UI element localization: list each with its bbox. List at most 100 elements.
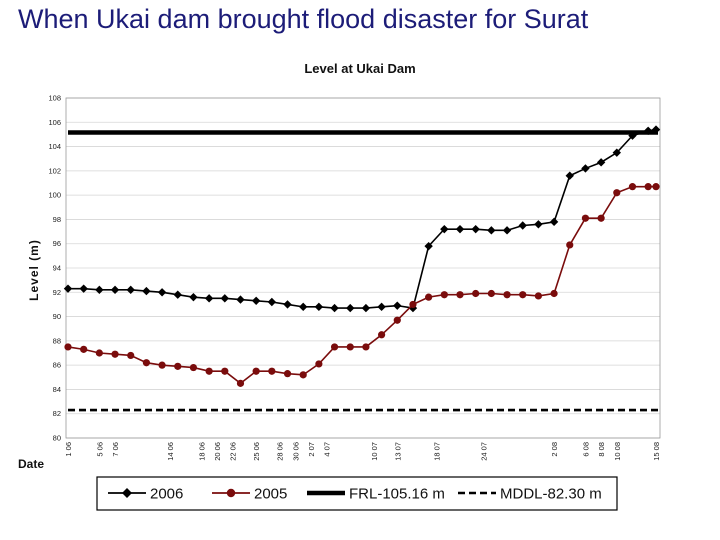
- y-tick-label: 84: [53, 385, 61, 394]
- data-point: [628, 131, 637, 140]
- legend-item: 2005: [212, 486, 287, 503]
- data-point: [95, 349, 103, 357]
- gridlines: [66, 97, 660, 439]
- data-point: [111, 350, 119, 358]
- data-point: [127, 351, 135, 360]
- series-line: [68, 128, 657, 309]
- data-point: [142, 286, 151, 296]
- data-point: [596, 158, 606, 167]
- x-tick-label: 22 06: [229, 442, 238, 461]
- x-tick-label: 1 06: [64, 442, 73, 457]
- data-point: [597, 214, 605, 222]
- y-axis-label: Level (m): [27, 239, 41, 301]
- data-point: [174, 362, 182, 370]
- y-tick-label: 94: [53, 264, 61, 273]
- data-point: [502, 226, 512, 235]
- y-tick-label: 106: [48, 118, 61, 127]
- legend-label: FRL-105.16 m: [349, 486, 445, 503]
- y-tick-label: 100: [48, 191, 61, 200]
- legend-item: 2006: [108, 486, 183, 503]
- legend-item: MDDL-82.30 m: [458, 486, 602, 503]
- series-2006: [63, 125, 661, 313]
- x-tick-label: 25 06: [252, 442, 261, 461]
- y-tick-label: 90: [53, 312, 61, 321]
- data-point: [236, 379, 245, 387]
- data-point: [440, 291, 448, 299]
- series-line: [67, 185, 656, 385]
- data-point: [628, 183, 637, 191]
- data-point: [173, 290, 182, 299]
- data-point: [314, 302, 324, 312]
- data-point: [393, 301, 402, 310]
- data-point: [299, 302, 308, 312]
- data-point: [456, 291, 464, 299]
- data-point: [550, 289, 558, 298]
- data-point: [283, 300, 292, 309]
- data-point: [487, 289, 495, 298]
- x-tick-label: 28 06: [276, 442, 285, 461]
- data-point: [652, 183, 660, 191]
- data-point: [472, 289, 480, 298]
- data-point: [63, 284, 73, 293]
- data-point: [378, 331, 386, 339]
- y-tick-label: 104: [48, 142, 61, 151]
- x-axis-ticks: 1 06 5 06 7 06 14 06 18 06 20 06 22 06 25 06 28 …: [64, 442, 661, 461]
- data-point: [566, 241, 574, 249]
- x-axis-label: Date: [18, 457, 44, 471]
- data-point: [157, 288, 167, 297]
- data-point: [251, 296, 261, 305]
- y-tick-label: 98: [53, 215, 61, 224]
- data-point: [236, 295, 245, 304]
- slide-title: When Ukai dam brought flood disaster for…: [18, 4, 589, 34]
- data-point: [330, 303, 339, 313]
- data-point: [283, 370, 292, 378]
- data-point: [268, 367, 276, 375]
- data-point: [189, 292, 198, 302]
- legend-box: [96, 476, 618, 511]
- data-point: [142, 359, 150, 367]
- plot-area: [65, 97, 661, 439]
- y-axis-ticks: 80 82 84 86 88 90 92 94 96 98 100 102 104 106 108: [48, 94, 61, 443]
- data-point: [534, 292, 543, 300]
- data-point: [220, 294, 229, 303]
- data-point: [221, 367, 229, 375]
- data-point: [80, 345, 88, 353]
- data-point: [440, 224, 449, 234]
- data-point: [612, 148, 621, 157]
- data-point: [613, 189, 621, 197]
- data-point: [644, 183, 652, 191]
- data-point: [377, 302, 386, 312]
- series-2005: [64, 183, 660, 387]
- y-tick-label: 108: [48, 94, 61, 103]
- data-point: [409, 300, 417, 309]
- data-point: [503, 291, 511, 299]
- data-point: [393, 316, 401, 324]
- y-tick-label: 86: [53, 361, 61, 370]
- data-point: [204, 294, 214, 303]
- x-tick-label: 4 07: [323, 442, 332, 457]
- legend-label: MDDL-82.30 m: [500, 486, 602, 503]
- data-point: [315, 360, 323, 368]
- data-point: [126, 285, 135, 295]
- x-tick-label: 7 06: [111, 442, 120, 457]
- x-tick-label: 5 06: [95, 442, 104, 457]
- y-tick-label: 96: [53, 239, 61, 248]
- y-tick-label: 92: [53, 288, 61, 297]
- data-point: [455, 224, 465, 234]
- x-tick-label: 13 07: [393, 442, 402, 461]
- x-tick-label: 10 07: [370, 442, 379, 461]
- legend-marker: [122, 488, 132, 498]
- x-tick-label: 30 06: [291, 442, 300, 461]
- data-point: [565, 171, 574, 180]
- x-tick-label: 18 06: [197, 442, 206, 461]
- data-point: [549, 217, 559, 227]
- x-tick-label: 20 06: [213, 442, 222, 461]
- x-tick-label: 14 06: [166, 442, 175, 461]
- data-point: [346, 303, 355, 313]
- chart-title: Level at Ukai Dam: [304, 61, 415, 76]
- data-point: [158, 361, 166, 369]
- data-point: [361, 303, 371, 313]
- data-point: [267, 297, 277, 307]
- data-point: [362, 343, 370, 351]
